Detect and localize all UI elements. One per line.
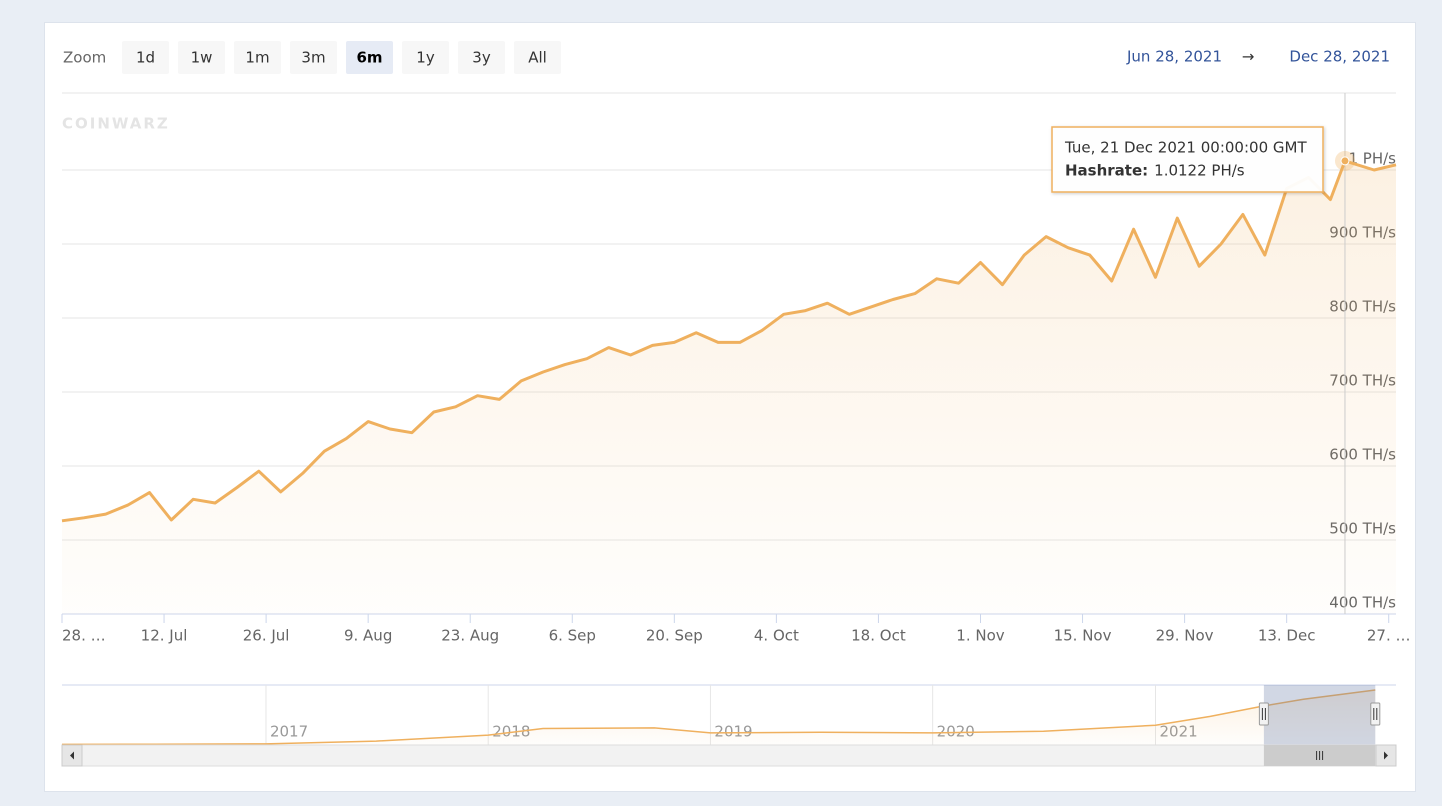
range-button[interactable]: 6m — [346, 41, 393, 74]
navigator-tick-label: 2017 — [270, 723, 308, 741]
arrow — [1384, 751, 1388, 760]
range-to: Dec 28, 2021 — [1289, 48, 1390, 66]
hover-point — [1340, 156, 1350, 166]
button-bg — [458, 41, 505, 74]
x-tick-label: 29. Nov — [1156, 627, 1214, 645]
button-bg — [514, 41, 561, 74]
scrollbar-arrow[interactable] — [1375, 744, 1397, 767]
x-tick-label: 27. … — [1367, 627, 1411, 645]
watermark: COINWARZ — [62, 115, 170, 133]
scrollbar-track — [61, 744, 1397, 767]
range-button[interactable]: 3m — [290, 41, 337, 74]
navigator-area — [62, 690, 1376, 745]
button-bg — [122, 41, 169, 74]
navigator-handle[interactable] — [1370, 702, 1381, 726]
x-tick-label: 28. … — [62, 627, 106, 645]
y-tick-label: 1 PH/s — [1348, 149, 1396, 167]
line — [61, 159, 1397, 523]
x-tick-label: 20. Sep — [646, 627, 703, 645]
navigator-handle[interactable] — [1258, 702, 1269, 726]
button-bg — [346, 41, 393, 74]
range-button[interactable]: 1w — [178, 41, 225, 74]
range-button[interactable]: All — [514, 41, 561, 74]
x-tick-label: 26. Jul — [243, 627, 290, 645]
button-bg — [290, 41, 337, 74]
arrow — [70, 751, 74, 760]
x-tick-label: 15. Nov — [1054, 627, 1112, 645]
tooltip: Tue, 21 Dec 2021 00:00:00 GMT Hashrate: 1.… — [1051, 126, 1324, 193]
handle-box — [1370, 702, 1381, 726]
x-tick-label: 23. Aug — [441, 627, 499, 645]
range-arrow: → — [1242, 48, 1255, 66]
button-bg — [402, 41, 449, 74]
x-tick-label: 1. Nov — [956, 627, 1004, 645]
tooltip-box — [1051, 126, 1324, 193]
button-label: 3m — [301, 49, 325, 67]
handle-box — [1258, 702, 1269, 726]
zoom-label: Zoom — [63, 49, 106, 67]
x-tick-label: 4. Oct — [754, 627, 799, 645]
tooltip-date: Tue, 21 Dec 2021 00:00:00 GMT — [1064, 139, 1307, 157]
range-button[interactable]: 1m — [234, 41, 281, 74]
x-tick-label: 9. Aug — [344, 627, 392, 645]
button-bg — [178, 41, 225, 74]
range-button[interactable]: 1y — [402, 41, 449, 74]
navigator-line — [61, 689, 1376, 746]
x-tick-label: 6. Sep — [549, 627, 596, 645]
x-tick-label: 12. Jul — [141, 627, 188, 645]
button-label: 1d — [136, 49, 155, 67]
button-label: 1y — [416, 49, 435, 67]
x-tick-label: 18. Oct — [851, 627, 906, 645]
range-button[interactable]: 1d — [122, 41, 169, 74]
range-from: Jun 28, 2021 — [1126, 48, 1222, 66]
button-bg — [234, 41, 281, 74]
button-label: 6m — [356, 49, 382, 67]
navigator-mask — [1263, 685, 1376, 745]
range-button[interactable]: 3y — [458, 41, 505, 74]
x-tick-label: 13. Dec — [1258, 627, 1316, 645]
button-label: 1m — [245, 49, 269, 67]
button-label: All — [528, 49, 547, 67]
tooltip-label: Hashrate: — [1065, 162, 1148, 180]
scrollbar-thumb[interactable] — [1263, 745, 1376, 766]
button-label: 1w — [191, 49, 213, 67]
scrollbar-arrow[interactable] — [61, 744, 83, 767]
button-label: 3y — [472, 49, 491, 67]
area-fill — [62, 160, 1396, 614]
tooltip-value: 1.0122 PH/s — [1154, 162, 1245, 180]
